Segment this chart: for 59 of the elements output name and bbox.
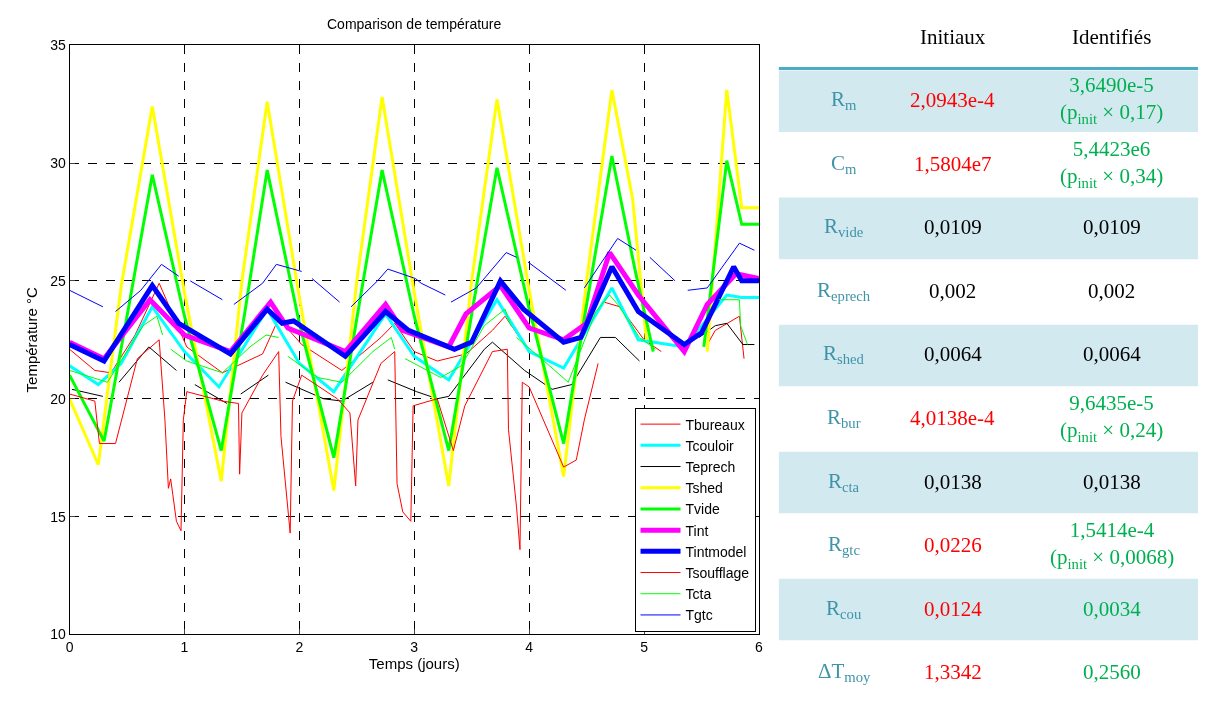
y-tick-label: 35 — [50, 37, 66, 54]
text: 1,5804e7 — [914, 152, 992, 176]
text: 0,0109 — [1083, 215, 1141, 239]
text: 4,0138e-4 — [910, 406, 995, 430]
category-label: R$_{bur}$ — [827, 405, 861, 432]
legend-label: Tsoufflage — [685, 564, 750, 581]
text: 3,6490e-5 (p$_{init}$ × 0,17) — [1060, 73, 1164, 127]
x-tick-label: 1 — [180, 639, 189, 656]
legend-label: Tcta — [685, 586, 712, 603]
y-tick-label: 30 — [50, 154, 66, 171]
text: 0,0064 — [1083, 342, 1141, 366]
legend-label: Tvide — [685, 501, 720, 518]
text: 0,2560 — [1083, 660, 1141, 684]
y-tick-label: 10 — [50, 626, 66, 643]
x-tick-label: 4 — [525, 639, 534, 656]
category-label: C$_{m}$ — [831, 151, 857, 178]
x-tick-label: 2 — [295, 639, 304, 656]
line-series — [69, 339, 599, 551]
chart-title: Comparison de température — [327, 16, 502, 32]
x-tick-label: 3 — [410, 639, 419, 656]
category-label: R$_{m}$ — [831, 87, 857, 114]
category-label: ΔT$_{moy}$ — [818, 659, 871, 686]
y-tick-label: 15 — [50, 508, 66, 525]
legend-label: Teprech — [685, 458, 736, 475]
legend-label: Tintmodel — [685, 543, 747, 560]
legend-label: Tshed — [685, 480, 723, 497]
category-label: R$_{eprech}$ — [817, 278, 871, 305]
y-tick-label: 20 — [50, 390, 66, 407]
text: 0,0138 — [924, 470, 982, 494]
text: 5,4423e6 (p$_{init}$ × 0,34) — [1060, 137, 1164, 191]
text: 2,0943e-4 — [910, 88, 995, 112]
text: 0,0034 — [1083, 597, 1141, 621]
text: 0,002 — [1088, 279, 1136, 303]
text: 1,5414e-4 (p$_{init}$ × 0,0068) — [1050, 518, 1175, 572]
category-label: R$_{cou}$ — [826, 596, 862, 623]
text: 0,0124 — [924, 597, 982, 621]
x-tick-label: 0 — [65, 639, 74, 656]
text: 0,0226 — [924, 533, 982, 557]
category-label: Initiaux — [920, 25, 986, 49]
y-tick-label: 25 — [50, 272, 66, 289]
x-axis-title: Temps (jours) — [368, 655, 460, 673]
legend-label: Tcouloir — [685, 437, 735, 454]
x-tick-label: 5 — [640, 639, 649, 656]
category-label: R$_{cta}$ — [828, 469, 860, 496]
text: 1,3342 — [924, 660, 982, 684]
category-label: R$_{shed}$ — [823, 341, 864, 368]
category-label: Identifiés — [1072, 25, 1152, 49]
x-tick-label: 6 — [755, 639, 764, 656]
legend-label: Tbureaux — [685, 416, 745, 433]
legend-label: Tint — [685, 522, 709, 539]
category-label: R$_{vide}$ — [824, 214, 864, 241]
text: 0,0109 — [924, 215, 982, 239]
text: 9,6435e-5 (p$_{init}$ × 0,24) — [1060, 391, 1164, 445]
category-label: R$_{gtc}$ — [828, 532, 860, 559]
text: 0,0138 — [1083, 470, 1141, 494]
y-axis-title: Température °C — [23, 287, 41, 393]
legend-label: Tgtc — [685, 607, 713, 624]
text: 0,002 — [929, 279, 977, 303]
text: 0,0064 — [924, 342, 982, 366]
